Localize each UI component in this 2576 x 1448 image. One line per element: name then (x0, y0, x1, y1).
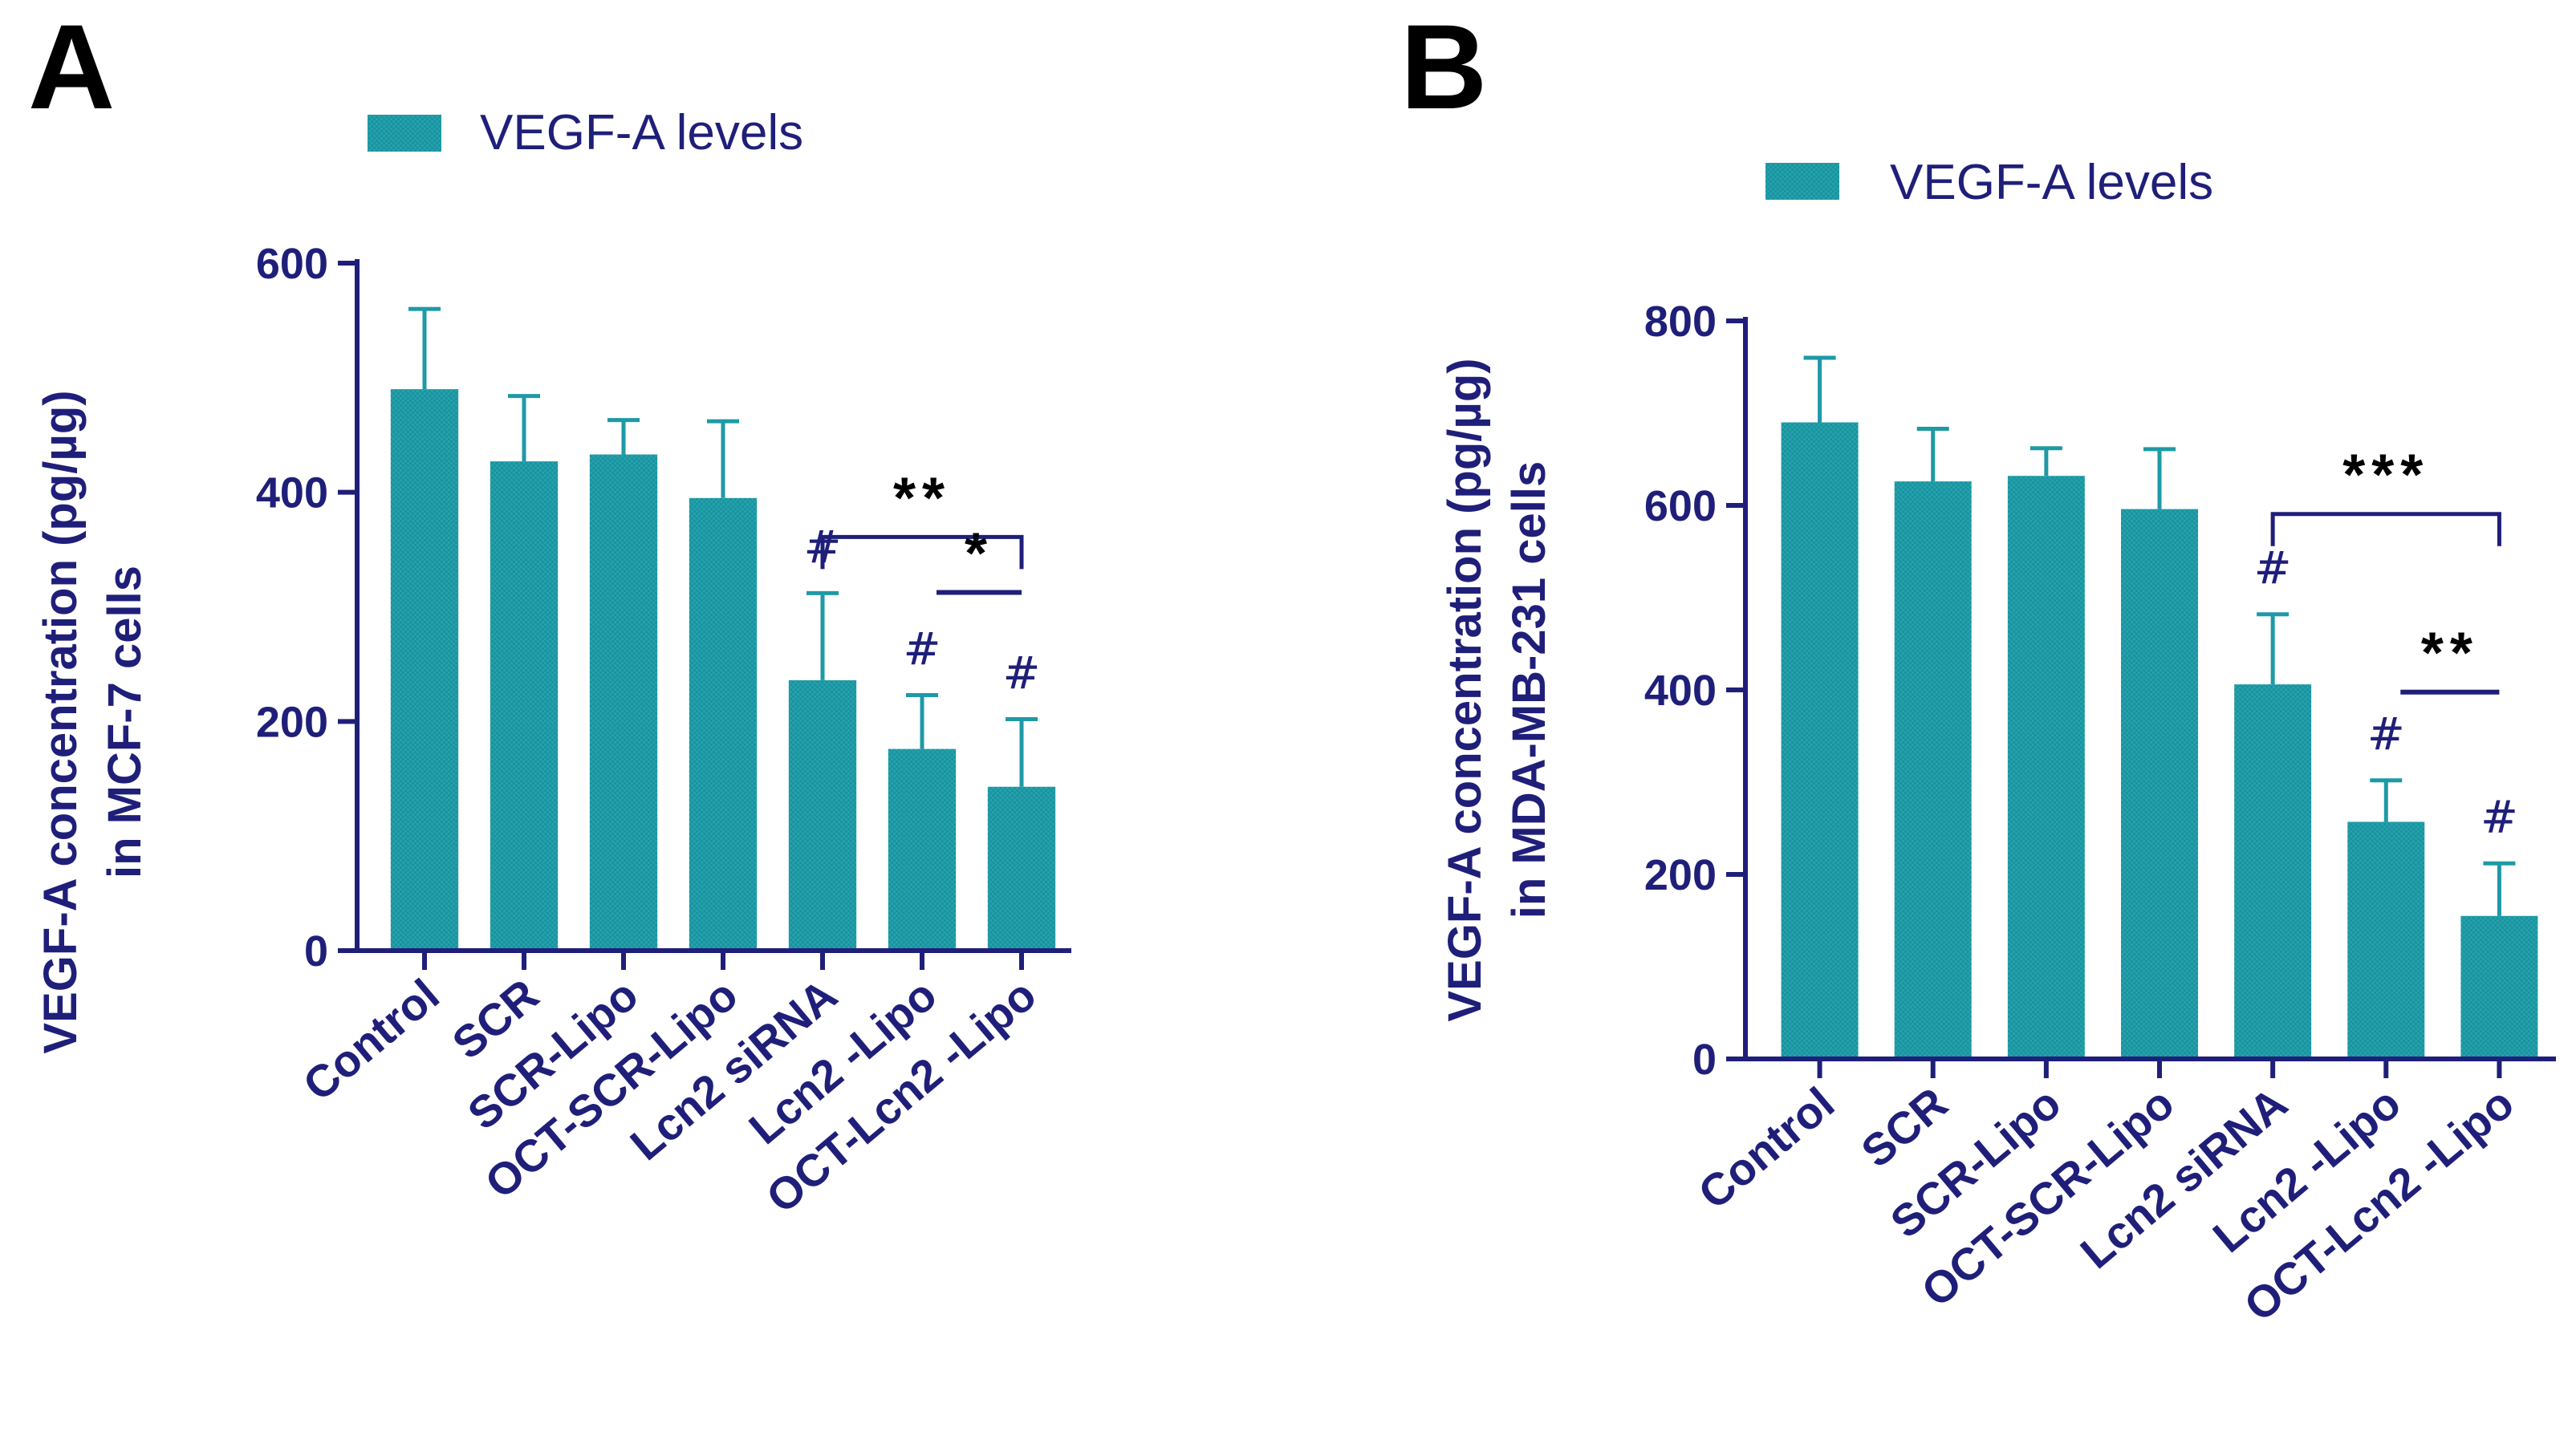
legend-label: VEGF-A levels (1890, 155, 2213, 210)
significance-bracket (2270, 512, 2501, 546)
significance-hash: # (1003, 647, 1041, 700)
panel-b: B VEGF-A levels VEGF-A concentration (pg… (1400, 0, 2556, 1331)
y-tick-label: 200 (1644, 851, 1717, 899)
significance-hash: # (2481, 792, 2518, 844)
bar-5 (888, 748, 957, 951)
panel-a: A VEGF-A levels VEGF-A concentration (pg… (28, 0, 1071, 1223)
bar-2 (2007, 476, 2085, 1059)
y-tick-label: 800 (1644, 298, 1717, 346)
y-axis-title-line2: in MDA-MB-231 cells (1503, 461, 1555, 919)
significance-bracket (820, 534, 1024, 570)
y-axis-title-line1: VEGF-A concentration (pg/µg) (35, 390, 87, 1053)
y-axis-title-line2: in MCF-7 cells (99, 566, 151, 878)
bar-6 (987, 786, 1056, 951)
plot-area-a: 0200400600ControlSCRSCR-LipoOCT-SCR-Lipo… (256, 240, 1071, 1223)
y-tick-label: 0 (304, 927, 328, 975)
y-tick-label: 600 (1644, 482, 1717, 530)
x-category-label: Control (294, 969, 449, 1110)
significance-hash: # (2367, 709, 2405, 761)
legend-label: VEGF-A levels (480, 105, 803, 160)
significance-stars: ** (893, 466, 951, 530)
legend-swatch (368, 115, 441, 152)
significance-hash: # (2254, 543, 2292, 595)
bar-1 (490, 461, 559, 951)
bar-1 (1894, 481, 1972, 1059)
bar-0 (390, 389, 459, 951)
legend-swatch (1765, 163, 1839, 200)
significance-hash: # (904, 623, 941, 675)
y-tick-label: 400 (256, 469, 328, 517)
significance-stars: ** (2421, 622, 2479, 686)
panel-b-letter: B (1400, 0, 1487, 134)
y-axis-title-line1: VEGF-A concentration (pg/µg) (1439, 358, 1491, 1021)
panel-a-letter: A (28, 0, 115, 134)
bar-4 (788, 679, 857, 951)
bar-4 (2234, 684, 2312, 1059)
y-tick-label: 0 (1692, 1036, 1717, 1084)
bar-3 (2121, 509, 2198, 1059)
bar-5 (2347, 821, 2425, 1059)
bar-0 (1781, 422, 1859, 1059)
bar-3 (689, 497, 758, 951)
y-tick-label: 600 (256, 240, 328, 288)
bar-6 (2460, 915, 2538, 1059)
bar-2 (589, 454, 658, 951)
y-tick-label: 200 (256, 698, 328, 746)
significance-stars: *** (2342, 444, 2429, 508)
y-tick-label: 400 (1644, 667, 1717, 715)
significance-stars: * (965, 521, 993, 586)
x-category-label: Control (1688, 1077, 1843, 1219)
